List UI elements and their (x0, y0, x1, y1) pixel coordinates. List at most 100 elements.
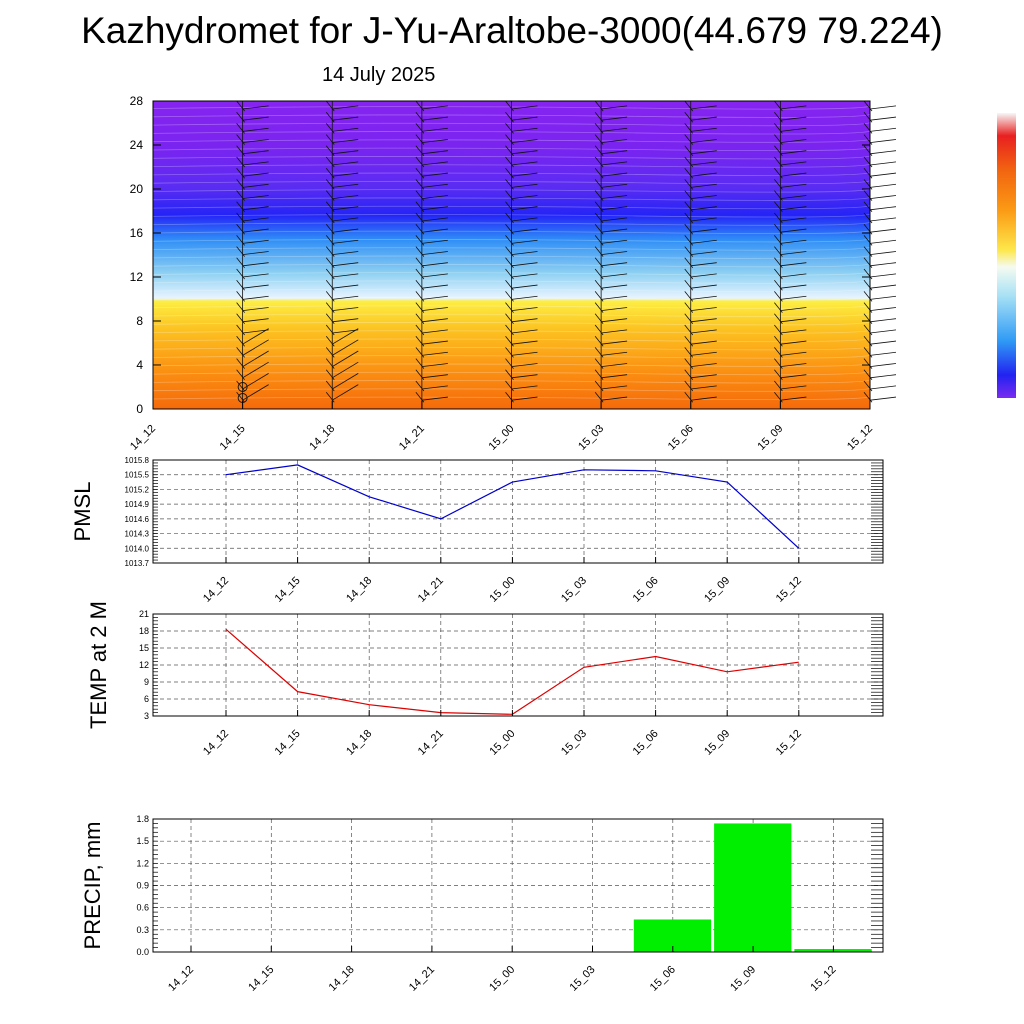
wind-barb (780, 374, 807, 379)
contour-line (152, 113, 871, 118)
wind-barb-flag (325, 279, 335, 291)
wind-barb (601, 139, 628, 143)
wind-barb-flag (236, 201, 245, 213)
x-tick-label: 14_21 (397, 423, 427, 453)
wind-barb (332, 172, 359, 177)
wind-barb (780, 139, 807, 143)
wind-barb-flag (325, 123, 335, 134)
wind-barb-flag (236, 134, 245, 145)
wind-barb-flag (236, 167, 245, 179)
wind-barb-flag (863, 302, 873, 313)
wind-barb-flag (505, 391, 514, 403)
wind-barb (780, 262, 807, 267)
wind-barb-flag (325, 235, 335, 246)
calm-circle (237, 382, 248, 392)
wind-barb (242, 116, 269, 121)
wind-barb-flag (863, 313, 873, 325)
contour-line (152, 387, 871, 392)
wind-barb-flag (505, 111, 514, 123)
wind-barb-flag (863, 324, 873, 336)
wind-barb-flag (594, 268, 604, 280)
wind-barb (601, 374, 628, 379)
wind-barb-flag (594, 123, 604, 134)
contour-line (152, 205, 871, 210)
wind-barb (869, 116, 897, 121)
wind-barb (242, 329, 269, 334)
wind-barb-flag (325, 268, 335, 280)
y-tick-label: 16 (130, 226, 144, 240)
precip-chart: 0.0 0.3 0.6 0.9 1.2 1.5 1.8 14_12 14_15 14_18 14_2… (80, 814, 884, 994)
x-tick-label: 14_21 (416, 728, 446, 758)
x-tick-label: 14_15 (246, 964, 276, 994)
wind-barb (869, 374, 897, 379)
x-tick-label: 14_12 (128, 423, 158, 453)
wind-barb (869, 273, 897, 278)
wind-barb (511, 139, 538, 143)
wind-barb-flag (236, 391, 245, 403)
wind-barb (421, 251, 448, 255)
x-tick-label: 14_18 (307, 423, 337, 453)
x-tick-label: 15_00 (487, 423, 517, 453)
wind-barb-flag (505, 335, 514, 347)
wind-barb (690, 329, 717, 334)
wind-barb-flag (774, 324, 783, 336)
wind-barb (332, 262, 359, 267)
wind-barb (690, 195, 717, 199)
wind-barb (780, 150, 807, 155)
wind-barb (242, 183, 269, 188)
wind-barb (332, 127, 359, 132)
wind-barb (421, 351, 448, 356)
wind-barb-flag (236, 358, 245, 369)
wind-barb-flag (774, 369, 783, 381)
wind-barb-flag (684, 313, 694, 325)
wind-barb (332, 361, 359, 379)
wind-barb (601, 318, 628, 323)
wind-barb (332, 251, 359, 255)
wind-barb-flag (236, 313, 245, 325)
wind-barb-flag (684, 201, 694, 213)
wind-barb-flag (415, 391, 425, 403)
wind-barb (780, 340, 807, 345)
wind-barb-flag (774, 223, 783, 235)
y-tick-label: 1015.8 (125, 456, 150, 465)
wind-barb (242, 251, 269, 255)
wind-barb (242, 161, 269, 166)
wind-barb-flag (684, 179, 694, 190)
wind-barb (332, 307, 359, 311)
wind-barb-flag (594, 246, 604, 257)
y-tick-label: 1014.0 (125, 544, 150, 553)
wind-barb-flag (325, 369, 335, 381)
x-tick-label: 14_18 (344, 728, 374, 758)
wind-barb (869, 351, 897, 356)
wind-barb (780, 239, 807, 244)
wind-barb (511, 116, 538, 121)
wind-barb-flag (594, 358, 604, 369)
wind-barb-flag (415, 380, 425, 392)
wind-barb-flag (236, 190, 245, 201)
wind-barb-flag (505, 291, 514, 302)
panel-frame (152, 818, 884, 953)
wind-barb-flag (594, 212, 604, 224)
wind-barb (690, 228, 717, 233)
wind-barb (511, 340, 538, 345)
wind-barb (601, 329, 628, 334)
wind-barb (690, 284, 717, 289)
wind-barb (780, 307, 807, 311)
x-tick-label: 15_00 (487, 728, 517, 758)
wind-barb (601, 340, 628, 345)
x-tick-label: 15_12 (845, 423, 875, 453)
wind-barb-flag (684, 268, 694, 280)
wind-barb-flag (415, 358, 425, 369)
contour-line (152, 296, 871, 301)
y-tick-label: 1.5 (136, 836, 149, 846)
wind-barb (421, 228, 448, 233)
wind-barb-flag (236, 380, 245, 392)
wind-barb-flag (505, 246, 514, 257)
y-tick-label: 12 (139, 660, 149, 670)
wind-barb-flag (505, 134, 514, 145)
wind-barb (601, 116, 628, 121)
y-tick-label: 20 (130, 182, 144, 196)
wind-barb (690, 116, 717, 121)
contour-line (152, 362, 871, 367)
wind-barb (869, 195, 897, 199)
